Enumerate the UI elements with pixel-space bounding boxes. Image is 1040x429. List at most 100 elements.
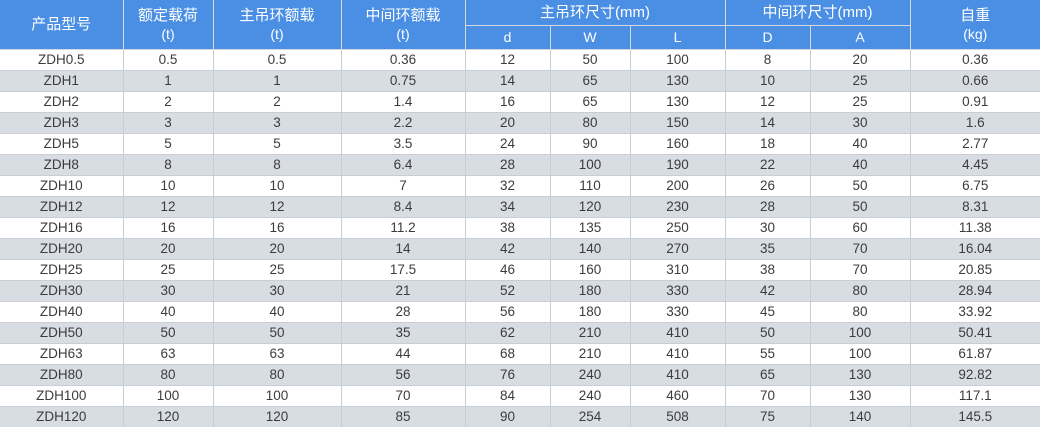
value-cell: 80 (809, 301, 911, 323)
header-main-ring-load-label: 主吊环额载 (239, 6, 315, 24)
value-cell: 180 (549, 280, 631, 302)
value-cell: 160 (629, 133, 726, 155)
value-cell: 160 (549, 259, 631, 281)
header-self-weight-label: 自重 (960, 6, 991, 24)
header-sub-row: d W L D A (0, 25, 1040, 50)
value-cell: 10 (724, 70, 811, 92)
value-cell: 3 (122, 112, 214, 134)
value-cell: 100 (809, 343, 911, 365)
value-cell: 45 (724, 301, 811, 323)
header-rated-load-label: 额定载荷 (137, 6, 198, 24)
header-rated-load: 额定载荷 (t) (122, 0, 214, 50)
model-cell: ZDH5 (0, 133, 124, 155)
model-cell: ZDH20 (0, 238, 124, 260)
value-cell: 28 (724, 196, 811, 218)
value-cell: 40 (212, 301, 342, 323)
value-cell: 14 (340, 238, 466, 260)
value-cell: 18 (724, 133, 811, 155)
value-cell: 190 (629, 154, 726, 176)
value-cell: 7 (340, 175, 466, 197)
value-cell: 50 (809, 175, 911, 197)
header-main-ring-size-group: 主吊环尺寸(mm) (464, 0, 726, 26)
model-cell: ZDH2 (0, 91, 124, 113)
value-cell: 12 (122, 196, 214, 218)
table-row: ZDH25 25 25 17.5 46 160 310 38 70 20.85 (0, 259, 1040, 281)
model-cell: ZDH40 (0, 301, 124, 323)
table-row: ZDH16 16 16 11.2 38 135 250 30 60 11.38 (0, 217, 1040, 239)
value-cell: 80 (549, 112, 631, 134)
model-cell: ZDH8 (0, 154, 124, 176)
model-cell: ZDH1 (0, 70, 124, 92)
value-cell: 200 (629, 175, 726, 197)
table-row: ZDH63 63 63 44 68 210 410 55 100 61.87 (0, 343, 1040, 365)
value-cell: 63 (122, 343, 214, 365)
table-row: ZDH12 12 12 8.4 34 120 230 28 50 8.31 (0, 196, 1040, 218)
header-sub-l: L (629, 25, 726, 50)
value-cell: 50.41 (909, 322, 1040, 344)
value-cell: 20 (212, 238, 342, 260)
value-cell: 50 (809, 196, 911, 218)
value-cell: 62 (464, 322, 551, 344)
value-cell: 2 (122, 91, 214, 113)
value-cell: 117.1 (909, 385, 1040, 407)
value-cell: 410 (629, 322, 726, 344)
value-cell: 70 (809, 238, 911, 260)
value-cell: 56 (464, 301, 551, 323)
value-cell: 1 (212, 70, 342, 92)
value-cell: 80 (122, 364, 214, 386)
value-cell: 12 (724, 91, 811, 113)
table-row: ZDH2 2 2 1.4 16 65 130 12 25 0.91 (0, 91, 1040, 113)
value-cell: 35 (340, 322, 466, 344)
value-cell: 80 (212, 364, 342, 386)
model-cell: ZDH30 (0, 280, 124, 302)
header-product-model: 产品型号 (0, 0, 124, 50)
value-cell: 230 (629, 196, 726, 218)
value-cell: 0.66 (909, 70, 1040, 92)
table-row: ZDH120 120 120 85 90 254 508 75 140 145.5 (0, 406, 1040, 428)
table-row: ZDH1 1 1 0.75 14 65 130 10 25 0.66 (0, 70, 1040, 92)
value-cell: 130 (809, 364, 911, 386)
value-cell: 460 (629, 385, 726, 407)
value-cell: 130 (629, 70, 726, 92)
value-cell: 68 (464, 343, 551, 365)
model-cell: ZDH16 (0, 217, 124, 239)
model-cell: ZDH0.5 (0, 49, 124, 71)
value-cell: 16 (122, 217, 214, 239)
header-product-model-label: 产品型号 (31, 16, 92, 33)
table-row: ZDH5 5 5 3.5 24 90 160 18 40 2.77 (0, 133, 1040, 155)
value-cell: 92.82 (909, 364, 1040, 386)
value-cell: 140 (549, 238, 631, 260)
value-cell: 35 (724, 238, 811, 260)
value-cell: 310 (629, 259, 726, 281)
value-cell: 1.4 (340, 91, 466, 113)
header-group-row: 产品型号 额定载荷 (t) 主吊环额载 (t) 中间环额载 (t) 主吊环尺寸(… (0, 0, 1040, 50)
value-cell: 100 (122, 385, 214, 407)
value-cell: 100 (549, 154, 631, 176)
value-cell: 0.91 (909, 91, 1040, 113)
header-sub-d: d (464, 25, 551, 50)
value-cell: 56 (340, 364, 466, 386)
value-cell: 11.38 (909, 217, 1040, 239)
value-cell: 4.45 (909, 154, 1040, 176)
value-cell: 2.77 (909, 133, 1040, 155)
value-cell: 33.92 (909, 301, 1040, 323)
value-cell: 0.36 (340, 49, 466, 71)
value-cell: 21 (340, 280, 466, 302)
value-cell: 210 (549, 343, 631, 365)
value-cell: 270 (629, 238, 726, 260)
value-cell: 52 (464, 280, 551, 302)
value-cell: 16.04 (909, 238, 1040, 260)
value-cell: 8.4 (340, 196, 466, 218)
value-cell: 25 (809, 91, 911, 113)
model-cell: ZDH120 (0, 406, 124, 428)
value-cell: 2 (212, 91, 342, 113)
value-cell: 410 (629, 364, 726, 386)
value-cell: 5 (212, 133, 342, 155)
value-cell: 14 (464, 70, 551, 92)
model-cell: ZDH80 (0, 364, 124, 386)
header-sub-dd: D (724, 25, 811, 50)
value-cell: 12 (464, 49, 551, 71)
value-cell: 14 (724, 112, 811, 134)
value-cell: 10 (212, 175, 342, 197)
value-cell: 65 (549, 91, 631, 113)
